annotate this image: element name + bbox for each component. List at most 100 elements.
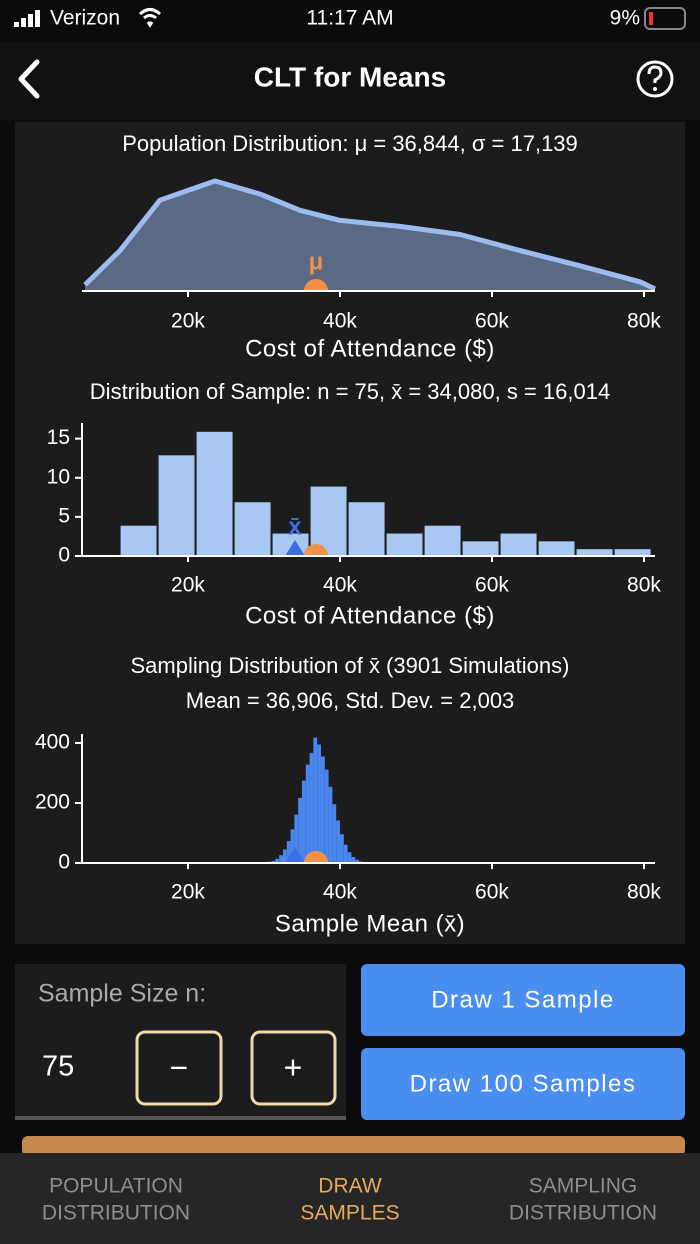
sample-mean-marker: [284, 847, 305, 863]
decrement-label: −: [170, 1049, 189, 1085]
nav-bar: [0, 42, 700, 120]
histogram-bar: [118, 523, 159, 557]
x-axis-label: Cost of Attendance ($): [245, 602, 495, 629]
tab[interactable]: [233, 1160, 466, 1240]
battery-fill: [649, 12, 653, 25]
chart-title: Distribution of Sample: n = 75, x̄ = 34,…: [90, 379, 610, 404]
draw-hundred-button[interactable]: [361, 1048, 685, 1120]
mean-marker: [303, 279, 328, 291]
progress-strip: [22, 1136, 685, 1156]
battery-level: 9%: [610, 7, 640, 30]
histogram-bar: [305, 764, 310, 863]
tab-bar: [0, 1153, 700, 1244]
histogram-bar: [275, 858, 280, 863]
tab-label: SAMPLING: [529, 1175, 638, 1198]
x-tick-label: 20k: [171, 310, 205, 333]
draw-hundred-label: Draw 100 Samples: [410, 1070, 637, 1097]
x-tick-label: 60k: [475, 310, 509, 333]
x-axis-label: Sample Mean (x̄): [275, 910, 465, 937]
histogram-bar: [332, 804, 337, 863]
wifi-icon: [138, 8, 162, 28]
y-tick-label: 10: [47, 465, 70, 488]
chart-subtitle: Mean = 36,906, Std. Dev. = 2,003: [186, 688, 515, 713]
histogram-bar: [309, 752, 314, 863]
x-tick-label: 60k: [475, 881, 509, 904]
histogram-bar: [317, 744, 321, 863]
chart-title: Sampling Distribution of x̄ (3901 Simula…: [131, 653, 570, 678]
histogram-bar: [536, 539, 577, 558]
battery-icon: [644, 7, 686, 30]
draw-one-button[interactable]: [361, 964, 685, 1036]
y-tick-label: 0: [58, 544, 70, 567]
histogram-bar: [290, 829, 295, 863]
increment-label: +: [284, 1049, 303, 1085]
histogram-bar: [343, 844, 348, 863]
back-button[interactable]: [18, 59, 40, 99]
x-tick-label: 80k: [627, 310, 661, 333]
x-axis-label: Cost of Attendance ($): [245, 335, 495, 362]
x-tick-label: 60k: [475, 574, 509, 597]
histogram-bar: [612, 547, 653, 557]
y-tick-label: 200: [35, 791, 70, 814]
histogram-bar: [355, 859, 359, 863]
tab-label: DISTRIBUTION: [42, 1202, 190, 1225]
x-tick-label: 40k: [323, 310, 357, 333]
histogram-bar: [324, 769, 329, 863]
tab[interactable]: [466, 1160, 699, 1240]
density-area: [85, 181, 655, 291]
charts: Population Distribution: μ = 36,844, σ =…: [35, 131, 661, 938]
histogram-bar: [384, 531, 425, 558]
x-tick-label: 20k: [171, 574, 205, 597]
sample-size-panel: [15, 964, 346, 1116]
histogram-bar: [282, 849, 287, 863]
help-button[interactable]: [636, 60, 674, 98]
histogram-bar: [347, 852, 352, 863]
histogram-bar: [574, 547, 615, 557]
histogram-bar: [336, 820, 340, 863]
y-tick-label: 0: [58, 851, 70, 874]
tab-label: DISTRIBUTION: [509, 1202, 657, 1225]
histogram-bar: [346, 500, 387, 557]
histogram-bar: [313, 737, 318, 863]
signal-icon: [14, 10, 40, 27]
histogram-bar: [286, 841, 291, 863]
tab-label: SAMPLES: [300, 1202, 399, 1225]
marker-label: μ: [309, 248, 324, 275]
chart-title: Population Distribution: μ = 36,844, σ =…: [122, 131, 578, 156]
panel-underline: [15, 1116, 346, 1120]
histogram-bar: [232, 500, 273, 557]
histogram-bar: [351, 857, 356, 863]
tabs: POPULATION DISTRIBUTION DRAW SAMPLES SAMPLIN…: [0, 1160, 699, 1240]
y-tick-label: 400: [35, 731, 70, 754]
x-tick-label: 80k: [627, 881, 661, 904]
x-tick-label: 40k: [323, 574, 357, 597]
histogram-bar: [339, 834, 344, 863]
tab[interactable]: [0, 1160, 233, 1240]
sample-size-value: 75: [42, 1051, 74, 1083]
x-tick-label: 80k: [627, 574, 661, 597]
density-curve: [83, 178, 657, 292]
clock: 11:17 AM: [306, 7, 393, 30]
histogram-bar: [294, 814, 299, 863]
histogram-bar: [320, 756, 325, 863]
mean-marker: [303, 851, 328, 863]
increment-button[interactable]: [250, 1030, 337, 1106]
sample-size-label: Sample Size n:: [38, 980, 206, 1008]
decrement-button[interactable]: [135, 1030, 223, 1106]
carrier: Verizon: [50, 7, 120, 30]
histogram-bar: [279, 855, 283, 863]
mean-marker: [303, 544, 328, 556]
histogram-bar: [498, 531, 539, 558]
draw-one-label: Draw 1 Sample: [431, 986, 615, 1013]
histogram-bar: [156, 453, 197, 558]
histogram-bar: [460, 539, 501, 558]
histogram-bar: [194, 429, 235, 557]
y-tick-label: 15: [47, 426, 70, 449]
sample-mean-marker: [284, 540, 305, 556]
histogram-bar: [301, 780, 306, 863]
tab-label: DRAW: [318, 1175, 382, 1198]
histogram-bar: [298, 797, 302, 863]
x-tick-label: 20k: [171, 881, 205, 904]
nav-title: CLT for Means: [254, 61, 446, 92]
